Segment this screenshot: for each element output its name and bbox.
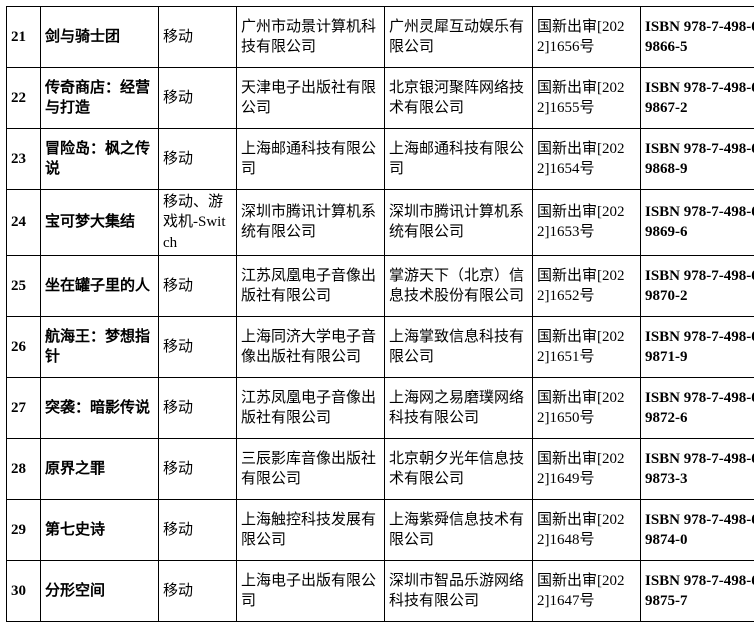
cell-pub: 上海邮通科技有限公司 xyxy=(237,129,385,190)
cell-op: 广州灵犀互动娱乐有限公司 xyxy=(385,7,533,68)
cell-name: 分形空间 xyxy=(41,560,159,621)
cell-plat: 移动 xyxy=(159,7,237,68)
cell-name: 剑与骑士团 xyxy=(41,7,159,68)
cell-pub: 天津电子出版社有限公司 xyxy=(237,68,385,129)
table-row: 30分形空间移动上海电子出版有限公司深圳市智品乐游网络科技有限公司国新出审[20… xyxy=(7,560,754,621)
cell-pub: 江苏凤凰电子音像出版社有限公司 xyxy=(237,377,385,438)
table-row: 23冒险岛：枫之传说移动上海邮通科技有限公司上海邮通科技有限公司国新出审[202… xyxy=(7,129,754,190)
cell-appr: 国新出审[2022]1648号 xyxy=(533,499,641,560)
cell-pub: 上海电子出版有限公司 xyxy=(237,560,385,621)
cell-appr: 国新出审[2022]1655号 xyxy=(533,68,641,129)
game-approval-table: 21剑与骑士团移动广州市动景计算机科技有限公司广州灵犀互动娱乐有限公司国新出审[… xyxy=(6,6,754,622)
cell-appr: 国新出审[2022]1656号 xyxy=(533,7,641,68)
cell-appr: 国新出审[2022]1654号 xyxy=(533,129,641,190)
cell-idx: 30 xyxy=(7,560,41,621)
cell-op: 上海邮通科技有限公司 xyxy=(385,129,533,190)
cell-pub: 江苏凤凰电子音像出版社有限公司 xyxy=(237,255,385,316)
cell-op: 深圳市腾讯计算机系统有限公司 xyxy=(385,190,533,256)
cell-idx: 23 xyxy=(7,129,41,190)
cell-name: 传奇商店：经营与打造 xyxy=(41,68,159,129)
cell-idx: 21 xyxy=(7,7,41,68)
cell-plat: 移动 xyxy=(159,316,237,377)
cell-isbn: ISBN 978-7-498-09867-2 xyxy=(641,68,754,129)
cell-appr: 国新出审[2022]1649号 xyxy=(533,438,641,499)
table-row: 25坐在罐子里的人移动江苏凤凰电子音像出版社有限公司掌游天下（北京）信息技术股份… xyxy=(7,255,754,316)
cell-isbn: ISBN 978-7-498-09875-7 xyxy=(641,560,754,621)
cell-idx: 22 xyxy=(7,68,41,129)
cell-isbn: ISBN 978-7-498-09870-2 xyxy=(641,255,754,316)
cell-plat: 移动 xyxy=(159,560,237,621)
cell-appr: 国新出审[2022]1650号 xyxy=(533,377,641,438)
cell-pub: 广州市动景计算机科技有限公司 xyxy=(237,7,385,68)
cell-plat: 移动 xyxy=(159,438,237,499)
cell-isbn: ISBN 978-7-498-09874-0 xyxy=(641,499,754,560)
cell-appr: 国新出审[2022]1651号 xyxy=(533,316,641,377)
table-row: 24宝可梦大集结移动、游戏机-Switch深圳市腾讯计算机系统有限公司深圳市腾讯… xyxy=(7,190,754,256)
cell-op: 上海掌致信息科技有限公司 xyxy=(385,316,533,377)
table-row: 26航海王：梦想指针移动上海同济大学电子音像出版社有限公司上海掌致信息科技有限公… xyxy=(7,316,754,377)
cell-isbn: ISBN 978-7-498-09868-9 xyxy=(641,129,754,190)
cell-op: 上海网之易磨璞网络科技有限公司 xyxy=(385,377,533,438)
cell-op: 深圳市智品乐游网络科技有限公司 xyxy=(385,560,533,621)
table-row: 29第七史诗移动上海触控科技发展有限公司上海紫舜信息技术有限公司国新出审[202… xyxy=(7,499,754,560)
cell-name: 冒险岛：枫之传说 xyxy=(41,129,159,190)
table-body: 21剑与骑士团移动广州市动景计算机科技有限公司广州灵犀互动娱乐有限公司国新出审[… xyxy=(7,7,754,622)
cell-op: 上海紫舜信息技术有限公司 xyxy=(385,499,533,560)
cell-plat: 移动 xyxy=(159,68,237,129)
cell-idx: 28 xyxy=(7,438,41,499)
cell-name: 航海王：梦想指针 xyxy=(41,316,159,377)
cell-name: 突袭：暗影传说 xyxy=(41,377,159,438)
table-row: 28原界之罪移动三辰影库音像出版社有限公司北京朝夕光年信息技术有限公司国新出审[… xyxy=(7,438,754,499)
cell-idx: 26 xyxy=(7,316,41,377)
cell-idx: 29 xyxy=(7,499,41,560)
cell-isbn: ISBN 978-7-498-09871-9 xyxy=(641,316,754,377)
cell-op: 北京朝夕光年信息技术有限公司 xyxy=(385,438,533,499)
cell-isbn: ISBN 978-7-498-09872-6 xyxy=(641,377,754,438)
cell-plat: 移动、游戏机-Switch xyxy=(159,190,237,256)
table-row: 27突袭：暗影传说移动江苏凤凰电子音像出版社有限公司上海网之易磨璞网络科技有限公… xyxy=(7,377,754,438)
cell-isbn: ISBN 978-7-498-09866-5 xyxy=(641,7,754,68)
cell-isbn: ISBN 978-7-498-09873-3 xyxy=(641,438,754,499)
cell-appr: 国新出审[2022]1647号 xyxy=(533,560,641,621)
cell-pub: 深圳市腾讯计算机系统有限公司 xyxy=(237,190,385,256)
cell-pub: 上海同济大学电子音像出版社有限公司 xyxy=(237,316,385,377)
cell-isbn: ISBN 978-7-498-09869-6 xyxy=(641,190,754,256)
cell-appr: 国新出审[2022]1652号 xyxy=(533,255,641,316)
cell-op: 北京银河聚阵网络技术有限公司 xyxy=(385,68,533,129)
cell-idx: 27 xyxy=(7,377,41,438)
cell-pub: 上海触控科技发展有限公司 xyxy=(237,499,385,560)
table-row: 21剑与骑士团移动广州市动景计算机科技有限公司广州灵犀互动娱乐有限公司国新出审[… xyxy=(7,7,754,68)
cell-plat: 移动 xyxy=(159,255,237,316)
cell-pub: 三辰影库音像出版社有限公司 xyxy=(237,438,385,499)
cell-name: 宝可梦大集结 xyxy=(41,190,159,256)
cell-name: 原界之罪 xyxy=(41,438,159,499)
table-row: 22传奇商店：经营与打造移动天津电子出版社有限公司北京银河聚阵网络技术有限公司国… xyxy=(7,68,754,129)
cell-idx: 24 xyxy=(7,190,41,256)
cell-plat: 移动 xyxy=(159,499,237,560)
cell-appr: 国新出审[2022]1653号 xyxy=(533,190,641,256)
cell-name: 第七史诗 xyxy=(41,499,159,560)
cell-plat: 移动 xyxy=(159,377,237,438)
cell-idx: 25 xyxy=(7,255,41,316)
cell-op: 掌游天下（北京）信息技术股份有限公司 xyxy=(385,255,533,316)
cell-plat: 移动 xyxy=(159,129,237,190)
cell-name: 坐在罐子里的人 xyxy=(41,255,159,316)
